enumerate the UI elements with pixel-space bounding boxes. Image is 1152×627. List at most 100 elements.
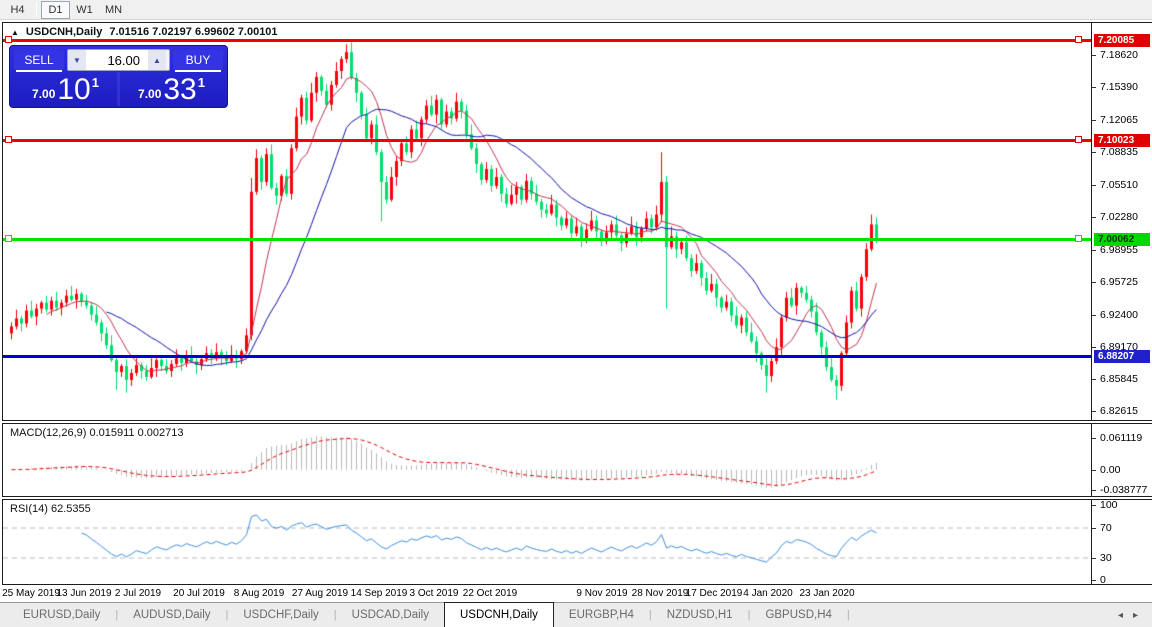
hline-6.88207[interactable] bbox=[3, 355, 1091, 359]
macd-indicator-panel: MACD(12,26,9) 0.015911 0.002713 bbox=[2, 423, 1092, 497]
macd-tick-label: 0.00 bbox=[1100, 463, 1121, 476]
volume-input[interactable] bbox=[86, 50, 148, 70]
price-axis-tick-label: 6.85845 bbox=[1100, 373, 1138, 386]
date-axis-label: 22 Oct 2019 bbox=[462, 588, 518, 599]
price-axis[interactable]: 7.18620 7.15390 7.12065 7.08835 7.05510 7.022… bbox=[1092, 22, 1152, 421]
date-axis-label: 25 May 2019 bbox=[2, 588, 60, 599]
date-axis-label: 13 Jun 2019 bbox=[56, 588, 112, 599]
sell-button[interactable]: SELL bbox=[14, 50, 64, 70]
rsi-tick-label: 100 bbox=[1100, 499, 1118, 511]
price-axis-tick-mark bbox=[1092, 379, 1096, 381]
rsi-tick-label: 30 bbox=[1100, 551, 1112, 564]
date-axis-label: 17 Dec 2019 bbox=[685, 588, 743, 599]
rsi-indicator-panel: RSI(14) 62.5355 bbox=[2, 499, 1092, 585]
price-axis-tick-mark bbox=[1092, 281, 1096, 283]
macd-label: MACD(12,26,9) 0.015911 0.002713 bbox=[10, 427, 184, 439]
date-axis-label: 28 Nov 2019 bbox=[631, 588, 689, 599]
tab-eurgbp-h4[interactable]: EURGBP,H4 bbox=[568, 609, 634, 621]
price-axis-tick-label: 6.98955 bbox=[1100, 243, 1138, 256]
chart-title-bar: ▲ USDCNH,Daily 7.01516 7.02197 6.99602 7… bbox=[11, 26, 278, 38]
trade-panel-divider bbox=[117, 72, 120, 106]
tab-usdcad-daily[interactable]: USDCAD,Daily bbox=[351, 609, 429, 621]
hline-handle[interactable] bbox=[1075, 36, 1082, 44]
price-axis-tick-mark bbox=[1092, 54, 1096, 56]
hline-handle[interactable] bbox=[5, 36, 12, 44]
rsi-tick-mark bbox=[1092, 580, 1096, 581]
buy-price-button[interactable]: 7.00 33 1 bbox=[120, 72, 223, 106]
chart-collapse-icon[interactable]: ▲ bbox=[11, 27, 19, 37]
tab-eurusd-daily[interactable]: EURUSD,Daily bbox=[23, 609, 101, 621]
price-axis-tick-mark bbox=[1092, 411, 1096, 413]
price-level-badge: 6.88207 bbox=[1094, 350, 1150, 364]
hline-7.00062[interactable] bbox=[3, 237, 1091, 241]
date-axis-label: 8 Aug 2019 bbox=[233, 588, 285, 599]
buy-button[interactable]: BUY bbox=[173, 50, 223, 70]
tab-usdcnh-daily[interactable]: USDCNH,Daily bbox=[443, 602, 554, 627]
date-axis-label: 20 Jul 2019 bbox=[173, 588, 225, 599]
date-axis[interactable]: 25 May 2019 13 Jun 2019 2 Jul 2019 20 Jul 2… bbox=[2, 586, 1152, 602]
rsi-axis: 100 70 30 0 bbox=[1092, 499, 1152, 586]
chart-symbol-title: USDCNH,Daily bbox=[25, 26, 103, 38]
timeframe-toolbar: H4 D1 W1 MN bbox=[0, 0, 1152, 20]
one-click-trade-panel: SELL ▼ ▲ BUY 7.00 10 1 7.00 33 1 bbox=[9, 45, 228, 108]
hline-handle[interactable] bbox=[5, 234, 12, 242]
macd-tick-mark bbox=[1092, 437, 1096, 439]
price-axis-tick-mark bbox=[1092, 119, 1096, 121]
tab-scroll-right-button[interactable]: ▸ bbox=[1132, 609, 1138, 621]
tab-scroll-arrows: ◂ ▸ bbox=[1118, 603, 1152, 627]
rsi-chart-canvas[interactable] bbox=[3, 500, 1091, 584]
sell-price-button[interactable]: 7.00 10 1 bbox=[14, 72, 117, 106]
tab-usdchf-daily[interactable]: USDCHF,Daily bbox=[243, 609, 319, 621]
date-axis-label: 4 Jan 2020 bbox=[743, 588, 793, 599]
timeframe-mn-button[interactable]: MN bbox=[104, 3, 123, 16]
volume-increase-button[interactable]: ▲ bbox=[148, 50, 166, 70]
date-axis-label: 2 Jul 2019 bbox=[114, 588, 162, 599]
hline-handle[interactable] bbox=[1075, 136, 1082, 144]
price-axis-tick-mark bbox=[1092, 346, 1096, 348]
ask-price-big: 33 bbox=[163, 73, 197, 106]
hline-7.10023[interactable] bbox=[3, 139, 1091, 143]
macd-chart-canvas[interactable] bbox=[3, 424, 1091, 496]
toolbar-separator bbox=[36, 2, 37, 17]
price-axis-tick-label: 6.92400 bbox=[1100, 308, 1138, 321]
price-axis-tick-label: 7.18620 bbox=[1100, 48, 1138, 61]
rsi-label: RSI(14) 62.5355 bbox=[10, 503, 91, 515]
timeframe-h4-button[interactable]: H4 bbox=[10, 3, 25, 16]
bid-price-pip: 1 bbox=[91, 75, 99, 90]
price-axis-tick-label: 7.05510 bbox=[1100, 178, 1138, 191]
timeframe-w1-button[interactable]: W1 bbox=[76, 3, 93, 16]
price-axis-tick-label: 7.12065 bbox=[1100, 113, 1138, 126]
hline-handle[interactable] bbox=[5, 136, 12, 144]
macd-tick-label: -0.038777 bbox=[1100, 484, 1148, 497]
price-axis-tick-mark bbox=[1092, 216, 1096, 218]
bid-price-small: 7.00 bbox=[32, 87, 56, 101]
tab-separator: | bbox=[747, 609, 751, 621]
price-axis-tick-label: 6.89170 bbox=[1100, 340, 1138, 353]
price-axis-tick-mark bbox=[1092, 86, 1096, 88]
price-level-badge: 7.00062 bbox=[1094, 232, 1150, 246]
tab-scroll-left-button[interactable]: ◂ bbox=[1117, 609, 1123, 621]
tab-gbpusd-h4[interactable]: GBPUSD,H4 bbox=[765, 609, 832, 621]
hline-7.20085[interactable] bbox=[3, 39, 1091, 43]
date-axis-label: 3 Oct 2019 bbox=[409, 588, 459, 599]
ask-price-pip: 1 bbox=[197, 75, 205, 90]
price-axis-tick-label: 7.15390 bbox=[1100, 80, 1138, 93]
price-axis-tick-mark bbox=[1092, 314, 1096, 316]
rsi-tick-mark bbox=[1092, 557, 1096, 559]
main-chart-panel: ▲ USDCNH,Daily 7.01516 7.02197 6.99602 7… bbox=[2, 22, 1092, 421]
tab-nzdusd-h1[interactable]: NZDUSD,H1 bbox=[666, 609, 733, 621]
tab-audusd-daily[interactable]: AUDUSD,Daily bbox=[133, 609, 211, 621]
tab-separator: | bbox=[225, 609, 229, 621]
date-axis-label: 23 Jan 2020 bbox=[799, 588, 855, 599]
volume-decrease-button[interactable]: ▼ bbox=[68, 50, 86, 70]
hline-handle[interactable] bbox=[1075, 234, 1082, 242]
price-axis-tick-mark bbox=[1092, 151, 1096, 153]
price-level-badge: 7.20085 bbox=[1094, 34, 1150, 48]
rsi-tick-mark bbox=[1092, 505, 1096, 506]
timeframe-d1-button[interactable]: D1 bbox=[41, 0, 70, 19]
tab-separator: | bbox=[115, 609, 119, 621]
tab-separator: | bbox=[648, 609, 652, 621]
price-axis-tick-label: 7.02280 bbox=[1100, 210, 1138, 223]
price-axis-tick-label: 6.82615 bbox=[1100, 405, 1138, 418]
date-axis-label: 27 Aug 2019 bbox=[291, 588, 349, 599]
